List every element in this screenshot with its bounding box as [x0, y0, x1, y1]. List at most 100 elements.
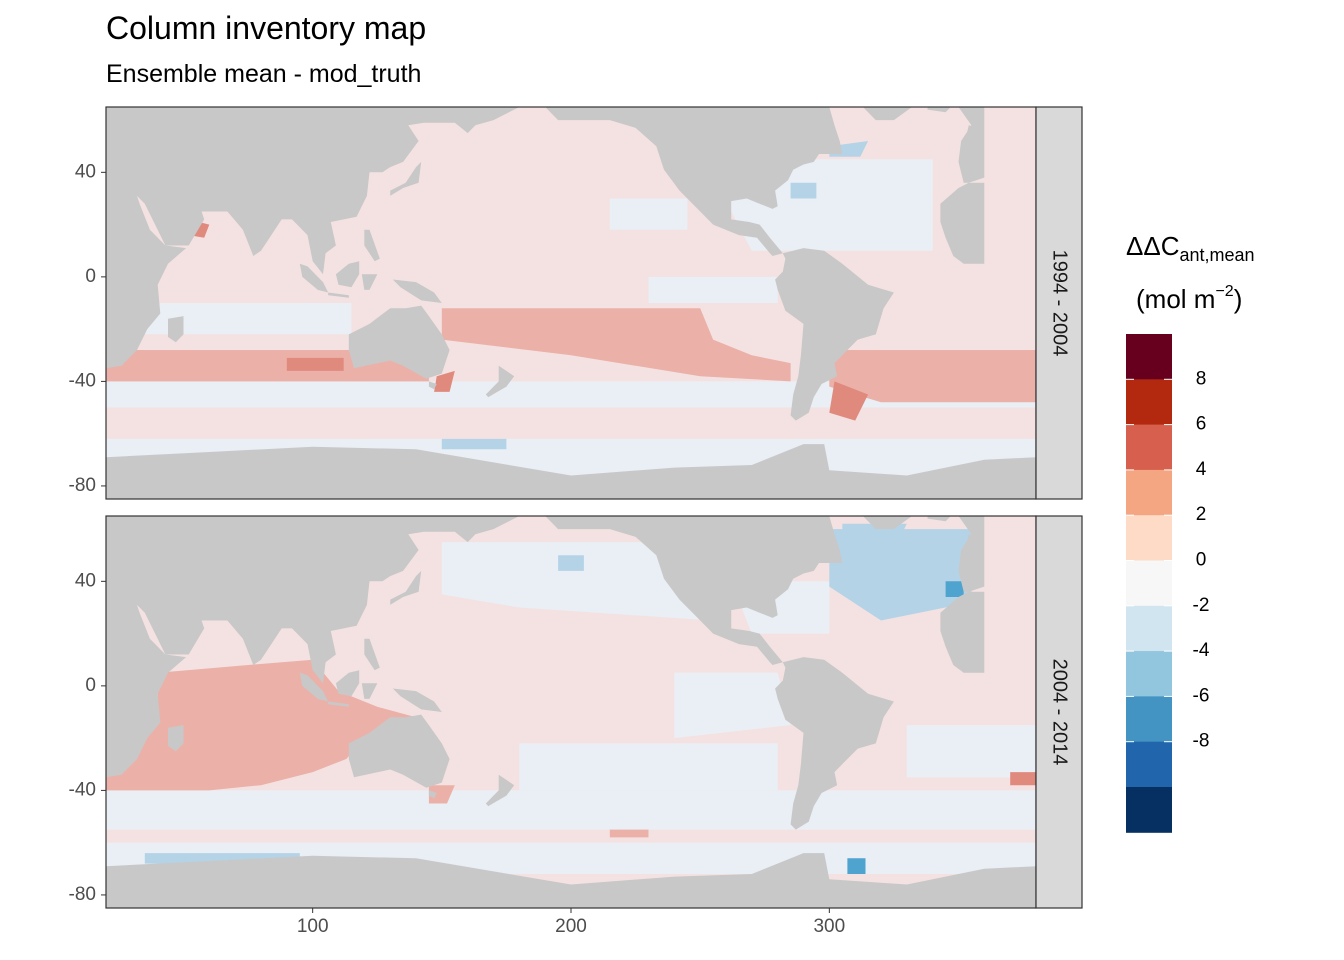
legend-label: 2 [1196, 504, 1207, 525]
legend-swatch [1126, 741, 1172, 788]
x-tick-label: 300 [813, 916, 845, 937]
y-tick-label: 40 [75, 161, 96, 182]
facet-label-1: 1994 - 2004 [1049, 250, 1071, 357]
legend-swatch [1126, 334, 1172, 380]
pos-patch-argentine [829, 381, 869, 421]
land-japan [390, 570, 422, 605]
legend-swatch [1126, 787, 1172, 833]
map-panel-1994-2004: 1994 - 2004 [54, 106, 1083, 500]
land-java [328, 292, 349, 298]
land-northamerica [545, 516, 843, 665]
land-westafrica [940, 182, 985, 264]
map-layer-1 [54, 107, 1036, 499]
land-australia [348, 714, 450, 788]
legend-swatch [1126, 560, 1172, 607]
land-antarctica [106, 444, 1036, 499]
land-southamerica [775, 657, 894, 830]
legend-swatch [1126, 424, 1172, 471]
legend-label: -4 [1193, 640, 1210, 661]
legend-swatch [1126, 379, 1172, 426]
land-africa [106, 602, 187, 778]
x-tick-label: 100 [297, 916, 329, 937]
land-borneo [335, 261, 360, 288]
pos-patch-atlantic-band [829, 350, 1036, 403]
land-northamerica [545, 107, 843, 256]
pos-patch-subantarctic [106, 407, 1036, 439]
y-tick-label: -40 [69, 370, 96, 391]
pos-patch-pacific-band [441, 308, 791, 382]
y-tick-label: 0 [85, 266, 96, 287]
pos-patch-south-pacific [609, 829, 649, 838]
legend-title: ΔΔCant,mean [1126, 231, 1255, 265]
land-newzealand [485, 365, 515, 398]
legend-label: 0 [1196, 550, 1207, 571]
legend-swatch [1126, 515, 1172, 561]
pos-patch-indian-strong [286, 357, 344, 371]
land-greenland [862, 107, 912, 121]
pos-patch-tasman [428, 785, 455, 804]
land-gb [966, 534, 980, 556]
legend: ΔΔCant,mean (mol m−2) 8 6 4 2 0 -2 -4 -6 -8 [1126, 231, 1255, 833]
neg-patch-labrador [842, 523, 907, 550]
neg-patch-central-pacific [609, 198, 688, 230]
legend-swatch [1126, 696, 1172, 743]
neg-patch-iberia [945, 581, 964, 597]
legend-label: 6 [1196, 414, 1207, 435]
pos-patch-cape [1010, 772, 1036, 786]
land-java [328, 701, 349, 707]
land-iceland [927, 107, 951, 113]
land-southamerica [775, 248, 894, 421]
neg-patch-gulfstream [790, 182, 817, 199]
land-madagascar [168, 316, 184, 343]
y-tick-label: -80 [69, 884, 96, 905]
neg-patch-east-pacific [648, 276, 778, 303]
legend-label: -6 [1193, 685, 1210, 706]
legend-swatch [1126, 651, 1172, 697]
neg-patch-nw-pacific [558, 555, 584, 571]
y-tick-label: -80 [69, 475, 96, 496]
legend-label: -8 [1193, 731, 1210, 752]
y-tick-label: -40 [69, 779, 96, 800]
land-sumatra [299, 263, 329, 293]
facet-label-2: 2004 - 2014 [1049, 659, 1071, 766]
land-greenland [862, 516, 912, 530]
axes: 40 0 -40 -80 40 0 -40 -80 100 200 300 [69, 161, 846, 937]
land-tasmania [428, 381, 437, 390]
land-eurasia [106, 516, 520, 684]
pos-patch-tasman [434, 370, 455, 392]
legend-label: 4 [1196, 459, 1207, 480]
land-australia [348, 305, 450, 379]
land-sumatra [299, 672, 329, 702]
land-madagascar [168, 725, 184, 752]
land-tasmania [428, 790, 437, 799]
legend-swatch [1126, 605, 1172, 652]
y-tick-label: 40 [75, 570, 96, 591]
land-newzealand [485, 774, 515, 807]
land-japan [390, 161, 422, 196]
chart-title: Column inventory map [106, 10, 427, 46]
chart-subtitle: Ensemble mean - mod_truth [106, 60, 422, 88]
legend-swatch [1126, 469, 1172, 516]
legend-label: 8 [1196, 368, 1207, 389]
land-africaW [54, 180, 106, 368]
land-iceland [927, 516, 951, 522]
land-westafrica [940, 591, 985, 673]
land-philippines [364, 229, 380, 262]
neg-patch-south-ocean [106, 790, 1036, 830]
land-eurasia [106, 107, 520, 275]
legend-unit: (mol m−2) [1136, 283, 1242, 314]
neg-patch-argentine [847, 858, 866, 874]
pos-patch-indian-band [106, 350, 429, 382]
neg-patch-north-pacific [441, 542, 726, 621]
land-papua [392, 279, 442, 303]
map-layer-2 [106, 516, 1036, 908]
land-papua [392, 688, 442, 712]
neg-patch-south-pacific [519, 743, 778, 791]
land-philippines [364, 638, 380, 671]
land-borneo [335, 670, 360, 697]
land-sulawesi [361, 683, 378, 699]
neg-patch-south-atlantic [906, 725, 1036, 778]
neg-patch-south-indian [106, 303, 352, 335]
land-antarctica [106, 853, 1036, 908]
